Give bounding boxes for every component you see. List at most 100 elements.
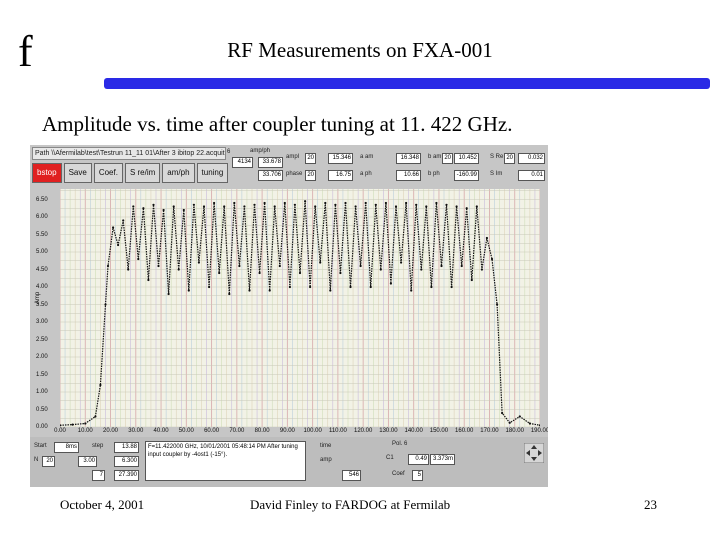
z-value[interactable]: 7: [92, 470, 105, 481]
x-tick-label: 40.00: [153, 428, 169, 434]
s-reim-button[interactable]: S re/im: [124, 163, 161, 183]
path-index: 6: [227, 149, 231, 155]
data-point: [288, 285, 291, 289]
a-am-label: a am: [360, 154, 374, 160]
data-point: [334, 203, 337, 206]
data-point: [278, 264, 281, 268]
data-point: [197, 261, 200, 264]
data-point: [208, 285, 211, 289]
amph-button[interactable]: am/ph: [162, 163, 195, 183]
value-546[interactable]: 546: [342, 470, 361, 481]
data-point: [324, 201, 327, 205]
x-tick-label: 20.00: [103, 428, 119, 434]
y-tick-label: 5.00: [36, 249, 48, 255]
stop-button[interactable]: bstop: [32, 163, 62, 183]
data-point: [475, 205, 478, 208]
amplitude-plot[interactable]: [58, 189, 542, 428]
pan-navigator-icon[interactable]: [524, 443, 544, 463]
b-am-n[interactable]: 20: [442, 153, 453, 164]
data-point: [99, 383, 102, 387]
data-point: [349, 285, 352, 289]
data-point: [233, 201, 236, 205]
data-point: [218, 271, 221, 275]
data-point: [202, 205, 206, 208]
x-tick-label: 120.00: [353, 428, 373, 434]
button-row: bstop Save Coef. S re/im am/ph tuning: [32, 163, 229, 183]
data-point: [329, 289, 332, 292]
x-tick-label: 110.00: [328, 428, 347, 434]
data-point: [157, 264, 160, 268]
data-point: [147, 278, 150, 282]
phase-value[interactable]: 16.75: [328, 170, 353, 181]
data-point: [339, 271, 342, 275]
data-point: [470, 278, 473, 282]
s-im-value[interactable]: 0.01: [518, 170, 545, 181]
data-point: [369, 285, 372, 289]
x-tick-label: 190.00: [530, 428, 548, 434]
y-tick-label: 6.50: [36, 196, 48, 203]
s-re-n[interactable]: 20: [504, 153, 515, 164]
data-point: [117, 243, 120, 247]
save-button[interactable]: Save: [63, 163, 92, 183]
x2-value[interactable]: 6.300: [114, 456, 139, 467]
data-point: [538, 424, 542, 427]
data-point: [384, 201, 387, 205]
b-ph-value[interactable]: -160.99: [454, 170, 479, 181]
n-label: N: [34, 457, 39, 463]
start-value[interactable]: 8ms: [54, 442, 79, 453]
s-re-value[interactable]: 0.032: [518, 153, 545, 164]
data-point: [268, 289, 271, 292]
a-ph-value[interactable]: 10.66: [396, 170, 421, 181]
data-point: [430, 285, 433, 289]
data-point: [106, 264, 110, 268]
data-point: [58, 424, 62, 427]
time-field[interactable]: time: [320, 443, 332, 449]
data-point: [132, 205, 135, 208]
coef-button[interactable]: Coef.: [93, 163, 123, 183]
amp-value-1[interactable]: 33.678: [258, 157, 283, 168]
z2-value[interactable]: 27.390: [114, 470, 139, 481]
data-point: [112, 226, 115, 229]
title-rule: [104, 78, 710, 89]
phase-label: phase: [286, 171, 303, 177]
amp-value-2[interactable]: 33.706: [258, 170, 283, 181]
data-point: [440, 264, 443, 268]
field-4134[interactable]: 4134: [232, 157, 253, 168]
data-point: [172, 205, 175, 208]
data-point: [162, 208, 165, 212]
y-tick-label: 0.50: [36, 406, 48, 413]
x-tick-label: 180.00: [505, 428, 524, 434]
bottom-panel: Start 8ms N 20 step 13.88 3.00 6.300 7 2…: [30, 437, 548, 487]
phase-n[interactable]: 20: [305, 170, 316, 181]
c1-value-2[interactable]: 3.373m: [430, 454, 455, 465]
ampl-n[interactable]: 20: [305, 153, 316, 164]
data-point: [425, 205, 428, 208]
data-point: [496, 303, 499, 306]
tuning-button[interactable]: tuning: [196, 163, 229, 183]
x-tick-label: 90.00: [279, 428, 295, 434]
data-point: [152, 203, 155, 206]
x-value[interactable]: 3.00: [78, 456, 97, 467]
x-tick-label: 80.00: [254, 428, 270, 434]
ampl-value[interactable]: 15.346: [328, 153, 353, 164]
coef-value[interactable]: 5: [412, 470, 423, 481]
amp-field[interactable]: amp: [320, 457, 332, 463]
a-am-value[interactable]: 16.348: [396, 153, 421, 164]
b-ph-label: b ph: [428, 171, 440, 177]
data-point: [223, 205, 226, 208]
message-box[interactable]: F=11.422000 GHz, 10/01/2001 05:48:14 PM …: [145, 441, 306, 481]
step-value[interactable]: 13.88: [114, 442, 139, 453]
b-am-label: b am: [428, 154, 442, 160]
page-number: 23: [644, 497, 657, 512]
path-field[interactable]: Path \\Afermilab\test\Testrun 11_11 01\A…: [32, 147, 226, 160]
data-point: [238, 264, 241, 268]
data-point: [283, 201, 286, 205]
fermilab-logo: f: [18, 27, 33, 76]
n-value[interactable]: 20: [42, 456, 55, 467]
s-re-label: S Re: [490, 154, 504, 160]
data-point: [142, 207, 145, 210]
data-point: [298, 271, 302, 275]
data-point: [243, 205, 246, 208]
b-am-value[interactable]: 10.452: [454, 153, 479, 164]
c1-value[interactable]: 0.49: [408, 454, 429, 465]
